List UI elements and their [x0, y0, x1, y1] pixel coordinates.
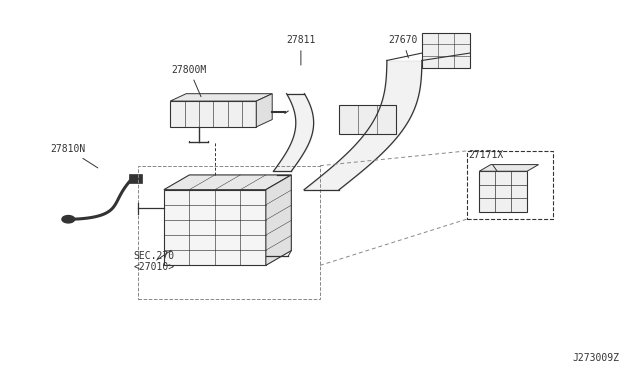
Text: 27810N: 27810N	[51, 144, 98, 168]
Text: 27800M: 27800M	[172, 65, 207, 97]
Text: 27811: 27811	[286, 35, 316, 65]
Text: J273009Z: J273009Z	[573, 353, 620, 363]
Circle shape	[62, 215, 75, 223]
Bar	[422, 33, 470, 68]
Text: 27670: 27670	[388, 35, 417, 58]
Polygon shape	[129, 174, 141, 183]
Polygon shape	[164, 190, 266, 265]
Polygon shape	[479, 164, 539, 171]
Polygon shape	[164, 175, 291, 190]
Bar	[138, 166, 320, 299]
Polygon shape	[170, 94, 272, 101]
Bar	[479, 171, 527, 212]
Polygon shape	[256, 94, 272, 127]
Text: SEC.270
<27010>: SEC.270 <27010>	[134, 250, 175, 273]
Bar	[467, 151, 552, 219]
Polygon shape	[266, 175, 291, 265]
Text: 27171X: 27171X	[468, 150, 503, 171]
Polygon shape	[170, 101, 256, 127]
Bar	[339, 105, 396, 134]
